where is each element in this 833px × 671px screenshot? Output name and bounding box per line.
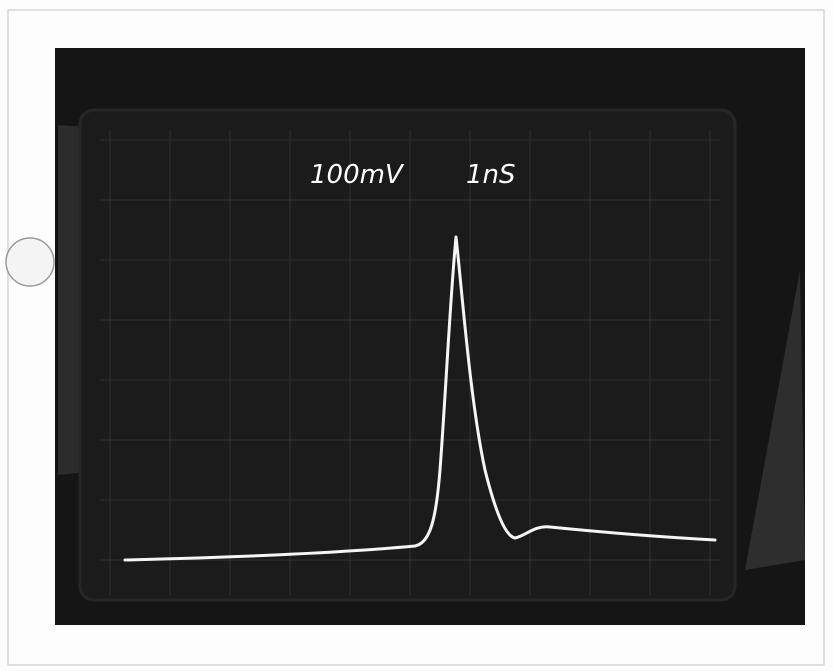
time-per-div: 1nS — [466, 160, 516, 190]
punch-hole — [5, 237, 55, 287]
screen — [78, 108, 737, 602]
volts-per-div: 100mV — [310, 160, 405, 190]
photo-border — [7, 9, 825, 666]
trace — [123, 235, 717, 562]
bezel-right — [745, 270, 805, 570]
graticule — [100, 130, 720, 595]
